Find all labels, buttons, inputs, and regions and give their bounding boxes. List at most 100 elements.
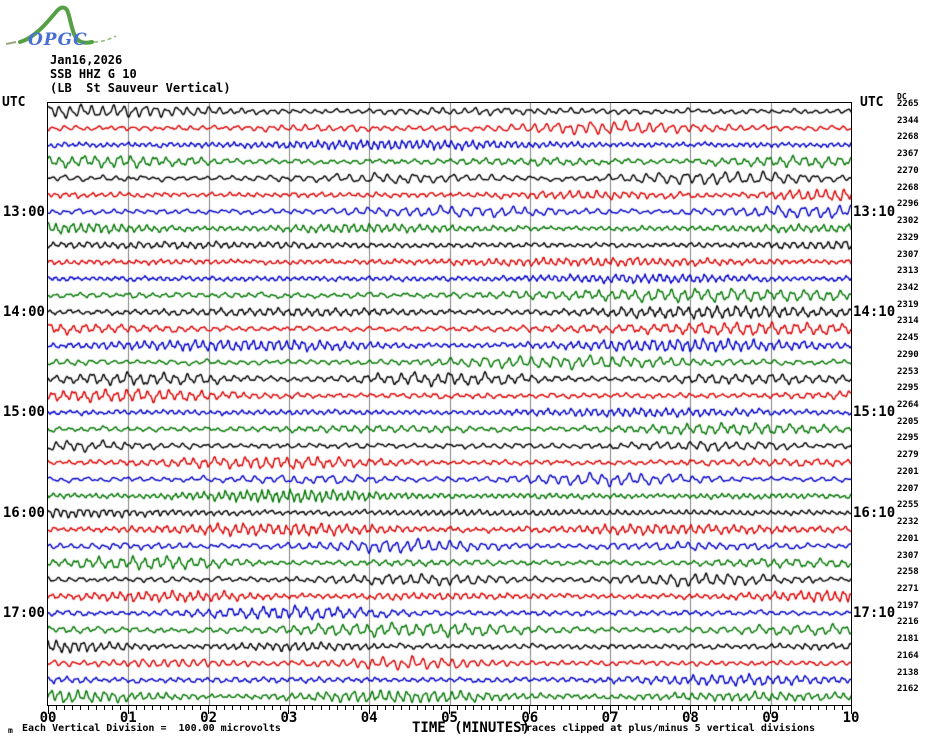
x-axis-tick-label: 05: [441, 710, 458, 726]
dc-value: 2290: [897, 349, 919, 360]
logo-dotted-tail: [93, 35, 117, 43]
x-axis-minor-tick: [119, 706, 121, 710]
dc-value: 2138: [897, 667, 919, 678]
x-axis-minor-tick: [505, 706, 507, 710]
x-axis-minor-tick: [826, 706, 828, 710]
logo-dash-left: [5, 41, 17, 45]
x-axis-minor-tick: [778, 706, 780, 710]
x-axis-major-tick: [689, 706, 691, 714]
x-axis-minor-tick: [545, 706, 547, 710]
x-axis-major-tick: [449, 706, 450, 714]
utc-label-left: UTC: [2, 95, 26, 110]
dc-value: 2258: [897, 567, 919, 578]
dc-value: 2245: [897, 333, 919, 344]
x-axis-minor-tick: [730, 706, 732, 710]
x-axis-minor-tick: [256, 706, 258, 710]
x-axis-minor-tick: [151, 706, 153, 710]
dc-value: 2201: [897, 533, 919, 544]
x-axis-major-tick: [368, 706, 370, 714]
x-axis-minor-tick: [633, 706, 635, 710]
dc-value: 2319: [897, 299, 919, 310]
x-axis-tick-label: 00: [39, 710, 57, 726]
dc-value: 2207: [897, 483, 919, 494]
vertical-division-note: Each Vertical Division = 100.00 microvol…: [22, 723, 281, 734]
header-location: (LB St Sauveur Vertical): [50, 81, 231, 95]
x-axis-minor-tick: [794, 706, 796, 710]
dc-value: 2295: [897, 433, 919, 444]
x-axis-minor-tick: [593, 706, 595, 710]
dc-value: 2302: [897, 216, 919, 227]
dc-value: 2367: [897, 149, 919, 160]
dc-value: 2307: [897, 550, 919, 561]
x-axis-minor-tick: [296, 706, 298, 710]
x-axis-tick-label: 08: [681, 710, 699, 726]
x-axis-minor-tick: [657, 706, 659, 710]
logo-mountain-stroke: [18, 5, 94, 45]
x-axis-minor-tick: [673, 706, 675, 710]
x-axis-minor-tick: [834, 706, 836, 710]
x-axis-minor-tick: [754, 706, 756, 710]
x-axis-minor-tick: [143, 706, 145, 710]
seismogram-plot-area: [47, 102, 852, 706]
x-axis-major-tick: [529, 706, 531, 714]
utc-label-right: UTC: [860, 95, 884, 110]
x-axis-minor-tick: [240, 706, 242, 710]
x-axis-minor-tick: [392, 706, 394, 710]
x-axis-minor-tick: [585, 706, 587, 710]
x-axis-minor-tick: [561, 706, 563, 710]
x-axis-minor-tick: [762, 706, 764, 710]
hour-label-right: 15:10: [853, 404, 896, 421]
dc-value: 2197: [897, 600, 919, 611]
x-axis-major-tick: [770, 706, 772, 714]
x-axis-minor-tick: [577, 706, 579, 710]
hour-label-left: 14:00: [2, 304, 45, 321]
x-axis-minor-tick: [649, 706, 651, 710]
x-axis-tick-label: 04: [360, 710, 378, 726]
x-axis-minor-tick: [521, 706, 523, 710]
x-axis-minor-tick: [465, 706, 467, 710]
x-axis-minor-tick: [513, 706, 515, 710]
dc-value: 2295: [897, 383, 919, 394]
x-axis-minor-tick: [746, 706, 748, 710]
dc-value: 2271: [897, 583, 919, 594]
x-axis-minor-tick: [71, 706, 73, 710]
opgc-logo: OPGC: [5, 5, 117, 50]
x-axis-tick-label: 03: [280, 710, 298, 726]
x-axis-minor-tick: [705, 706, 707, 710]
hour-label-left: 13:00: [2, 203, 45, 220]
x-axis-minor-tick: [264, 706, 266, 710]
header-station: SSB HHZ G 10: [50, 67, 137, 81]
x-axis-minor-tick: [818, 706, 820, 710]
x-axis-minor-tick: [432, 706, 434, 710]
x-axis-minor-tick: [802, 706, 804, 710]
x-axis-minor-tick: [87, 706, 89, 710]
x-axis-minor-tick: [569, 706, 571, 710]
x-axis-minor-tick: [280, 706, 282, 710]
x-axis-minor-tick: [601, 706, 603, 710]
x-axis-minor-tick: [497, 706, 499, 710]
x-axis-minor-tick: [400, 706, 402, 710]
x-axis-minor-tick: [424, 706, 426, 710]
hour-label-right: 14:10: [853, 304, 896, 321]
x-axis-minor-tick: [625, 706, 627, 710]
dc-value: 2265: [897, 99, 919, 109]
dc-value: 2344: [897, 115, 919, 126]
dc-value: 2162: [897, 684, 919, 695]
x-axis-minor-tick: [200, 706, 202, 710]
x-axis-minor-tick: [810, 706, 812, 710]
x-axis-minor-tick: [336, 706, 338, 710]
clip-note: Traces clipped at plus/minus 5 vertical …: [520, 723, 816, 734]
footer-micro-mark: m: [8, 726, 13, 735]
x-axis-minor-tick: [192, 706, 194, 710]
hour-label-right: 17:10: [853, 605, 896, 622]
x-axis-minor-tick: [697, 706, 699, 710]
hour-label-right: 13:10: [853, 203, 896, 220]
dc-value: 2313: [897, 266, 919, 277]
x-axis-minor-tick: [842, 706, 844, 710]
x-axis-tick-label: 07: [601, 710, 619, 726]
x-axis-minor-tick: [320, 706, 322, 710]
x-axis-minor-tick: [481, 706, 483, 710]
x-axis-minor-tick: [713, 706, 715, 710]
dc-value: 2270: [897, 165, 919, 176]
x-axis-minor-tick: [344, 706, 346, 710]
